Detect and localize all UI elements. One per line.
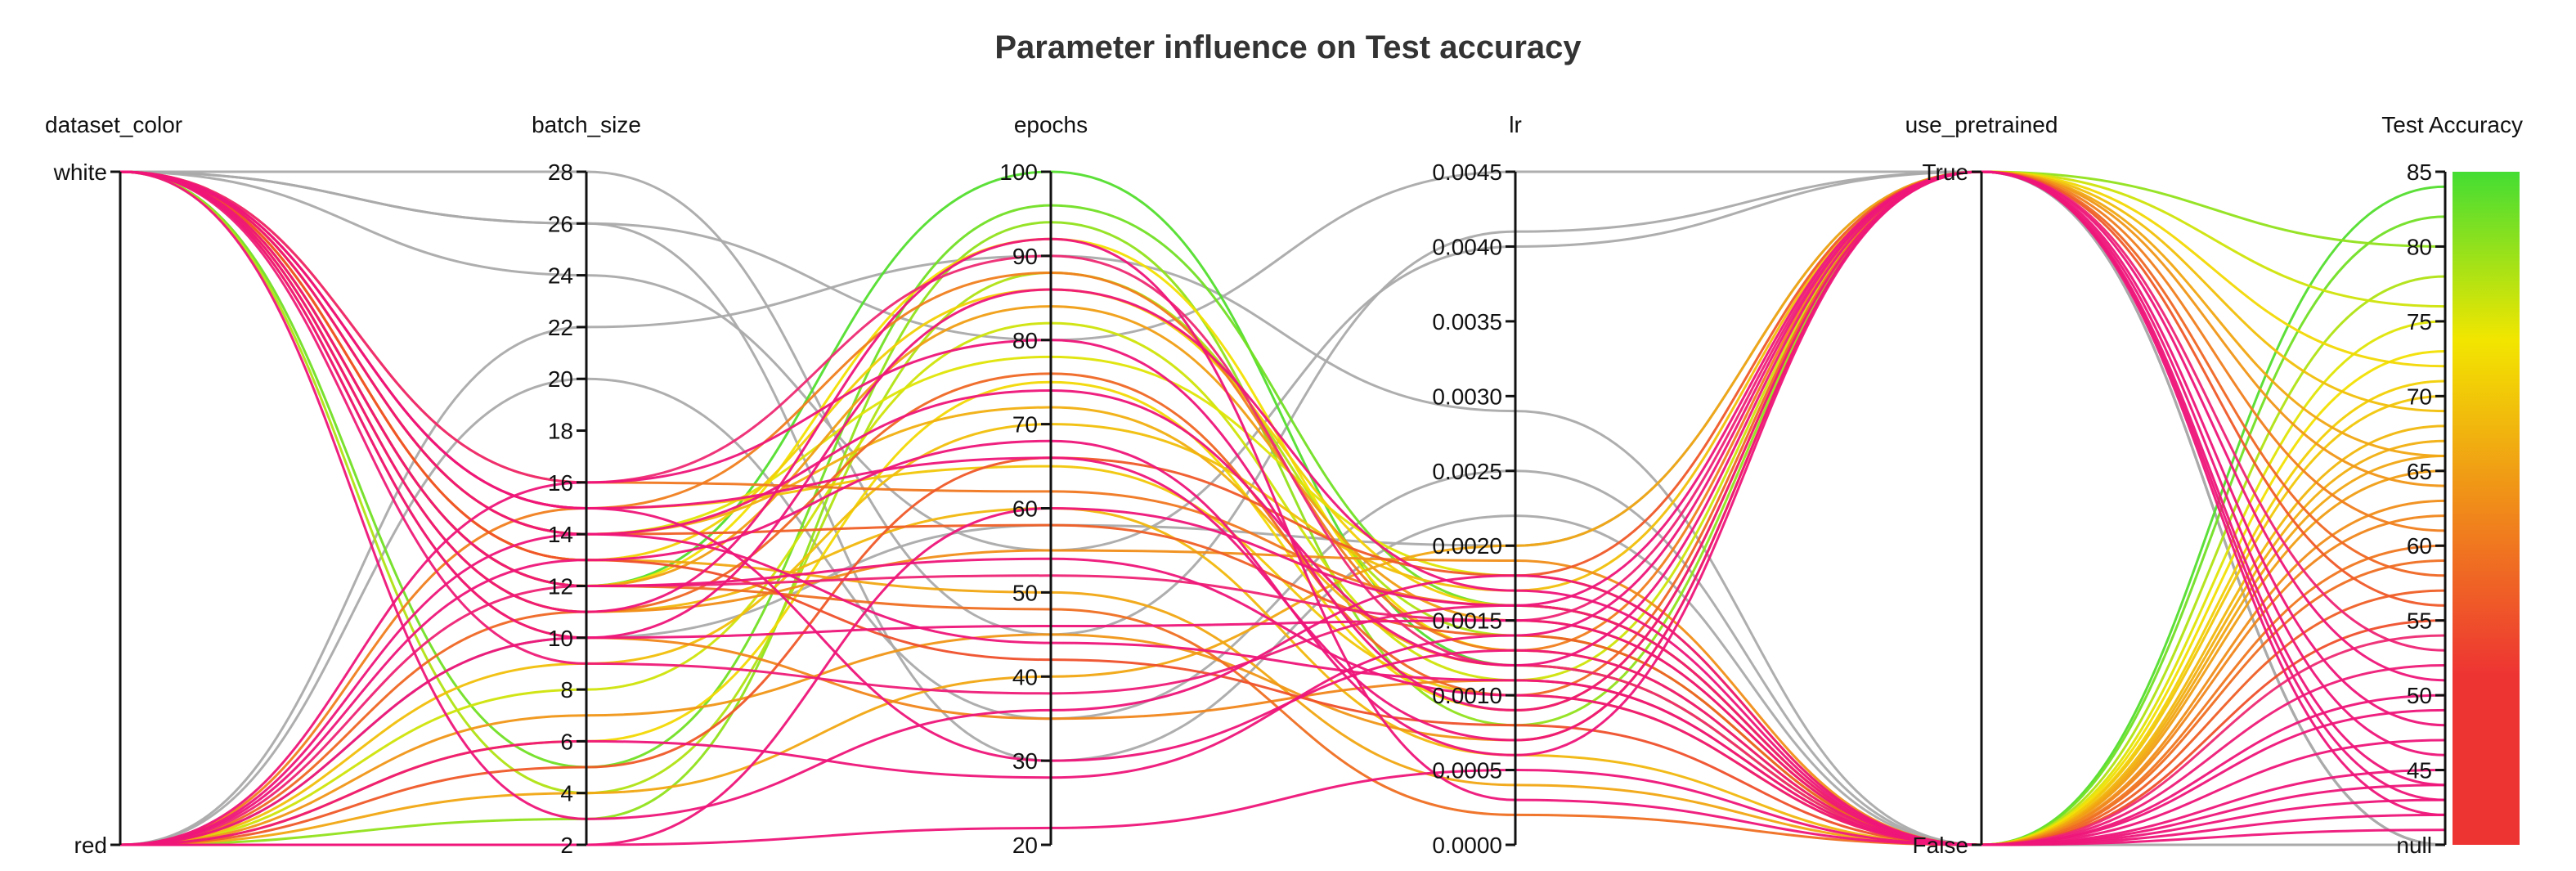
axis-name: use_pretrained	[1905, 112, 2058, 137]
axis-name: dataset_color	[45, 112, 182, 137]
tick-label: 60	[2407, 533, 2432, 559]
tick-label: 4	[560, 781, 573, 806]
tick-label: 100	[999, 159, 1038, 185]
tick-label: False	[1913, 833, 1968, 858]
axes-layer: dataset_colorwhiteredbatch_size246810121…	[45, 112, 2523, 858]
tick-label: null	[2396, 833, 2432, 858]
polyline-layer	[119, 170, 2446, 846]
tick-label: 10	[548, 626, 573, 651]
run-line[interactable]	[119, 170, 2446, 846]
run-line[interactable]	[119, 769, 2446, 846]
axis-epochs[interactable]: epochs 20 30 40 50 60 70 80 90 100	[999, 112, 1088, 858]
axis-name: epochs	[1014, 112, 1088, 137]
tick-label: 55	[2407, 608, 2432, 634]
axis-name: Test Accuracy	[2381, 112, 2523, 137]
tick-label: 22	[548, 315, 573, 340]
tick-label: 12	[548, 573, 573, 599]
run-line[interactable]	[119, 170, 2446, 846]
tick-label: True	[1922, 159, 1968, 185]
tick-label: 60	[1012, 496, 1038, 522]
tick-label: 0.0045	[1432, 159, 1502, 185]
tick-label: 6	[560, 729, 573, 754]
tick-label: 90	[1012, 244, 1038, 269]
axis-use-pretrained[interactable]: use_pretrained True False	[1905, 112, 2058, 858]
tick-label: 75	[2407, 309, 2432, 334]
run-line[interactable]	[119, 170, 2446, 846]
tick-label: 65	[2407, 459, 2432, 484]
colorbar	[2453, 172, 2520, 845]
run-line[interactable]	[119, 170, 2446, 846]
tick-label: 14	[548, 522, 573, 547]
tick-label: 0.0025	[1432, 459, 1502, 484]
tick-label: 0.0005	[1432, 758, 1502, 783]
tick-label: 70	[1012, 412, 1038, 438]
tick-label: 40	[1012, 664, 1038, 689]
tick-label: 0.0010	[1432, 683, 1502, 708]
tick-label: 24	[548, 263, 573, 289]
colorbar-gradient	[2453, 172, 2520, 845]
run-line[interactable]	[119, 170, 2446, 846]
tick-label: 18	[548, 419, 573, 444]
tick-label: white	[53, 159, 107, 185]
run-line[interactable]	[119, 170, 2446, 801]
tick-label: 50	[2407, 683, 2432, 708]
axis-name: batch_size	[532, 112, 641, 137]
tick-label: 30	[1012, 748, 1038, 774]
tick-label: 0.0015	[1432, 608, 1502, 634]
tick-label: 0.0020	[1432, 533, 1502, 559]
tick-label: 80	[1012, 328, 1038, 353]
tick-label: red	[74, 833, 107, 858]
tick-label: 85	[2407, 159, 2432, 185]
tick-label: 70	[2407, 384, 2432, 409]
run-line[interactable]	[119, 170, 2446, 846]
tick-label: 50	[1012, 580, 1038, 605]
tick-label: 0.0040	[1432, 234, 1502, 259]
run-line[interactable]	[119, 254, 2445, 846]
tick-label: 80	[2407, 234, 2432, 259]
axis-test-accuracy[interactable]: Test Accuracy null 45 50 55 60 65 70 75 80 85	[2381, 112, 2523, 858]
axis-lr[interactable]: lr 0.0000 0.0005 0.0010 0.0015 0.0020 0.0025 0.…	[1432, 112, 1521, 858]
run-line[interactable]	[119, 170, 2446, 846]
run-line[interactable]	[119, 170, 2446, 846]
tick-label: 45	[2407, 758, 2432, 783]
run-line[interactable]	[119, 170, 2446, 846]
axis-name: lr	[1509, 112, 1522, 137]
tick-label: 8	[560, 677, 573, 703]
tick-label: 0.0030	[1432, 384, 1502, 409]
tick-label: 26	[548, 211, 573, 236]
tick-label: 16	[548, 470, 573, 496]
run-line[interactable]	[119, 170, 2446, 846]
tick-label: 20	[1012, 833, 1038, 858]
run-line[interactable]	[119, 170, 2446, 846]
tick-label: 28	[548, 159, 573, 185]
chart-title: Parameter influence on Test accuracy	[994, 29, 1582, 65]
tick-label: 0.0035	[1432, 309, 1502, 334]
tick-label: 20	[548, 366, 573, 392]
tick-label: 0.0000	[1432, 833, 1502, 858]
tick-label: 2	[560, 833, 573, 858]
